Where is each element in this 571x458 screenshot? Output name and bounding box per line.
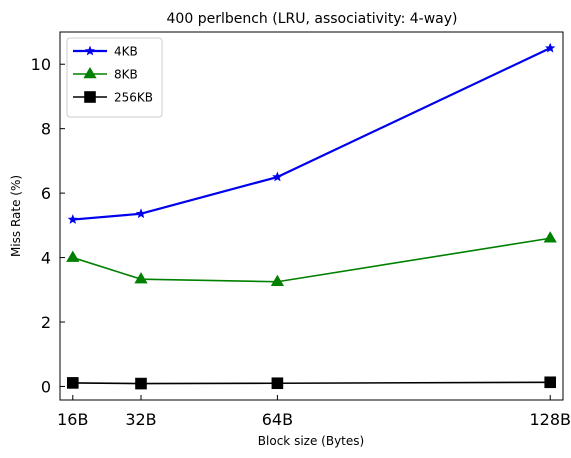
x-tick-label: 16B bbox=[57, 410, 88, 429]
legend-marker-star bbox=[84, 45, 96, 56]
plot-area-frame bbox=[59, 31, 564, 401]
data-point-4kb bbox=[67, 214, 78, 224]
y-tick-label: 10 bbox=[31, 55, 51, 74]
legend-label: 8KB bbox=[114, 68, 138, 82]
legend-marker-triangle bbox=[83, 67, 97, 79]
y-axis-title: Miss Rate (%) bbox=[9, 175, 23, 257]
data-point-256kb bbox=[544, 376, 557, 389]
x-axis-title: Block size (Bytes) bbox=[258, 434, 364, 448]
data-point-4kb bbox=[272, 171, 283, 182]
data-point-8kb bbox=[66, 250, 80, 262]
data-point-8kb bbox=[270, 274, 285, 287]
series-8kb bbox=[66, 231, 557, 287]
series-line-8kb bbox=[72, 237, 551, 283]
legend-item-4kb: 4KB bbox=[73, 45, 138, 59]
data-point-4kb bbox=[545, 42, 556, 53]
series-256kb bbox=[66, 376, 557, 390]
chart-title: 400 perlbench (LRU, associativity: 4-way… bbox=[167, 11, 458, 27]
data-point-256kb bbox=[135, 377, 147, 390]
series-layer bbox=[66, 42, 557, 390]
x-axis: 16B 32B 64B 128B bbox=[57, 395, 571, 429]
legend-item-256kb: 256KB bbox=[73, 91, 153, 105]
y-tick-label: 2 bbox=[41, 313, 51, 332]
series-line-4kb bbox=[72, 47, 551, 221]
series-4kb bbox=[67, 42, 556, 224]
x-tick-label: 32B bbox=[125, 410, 156, 429]
data-point-8kb bbox=[134, 272, 148, 284]
x-tick-label: 64B bbox=[262, 410, 293, 429]
y-tick-label: 0 bbox=[41, 377, 51, 396]
data-point-256kb bbox=[271, 377, 284, 390]
legend-label: 4KB bbox=[114, 45, 138, 59]
y-tick-label: 8 bbox=[41, 120, 51, 139]
y-tick-label: 6 bbox=[41, 184, 51, 203]
data-point-256kb bbox=[66, 377, 79, 389]
data-point-4kb bbox=[135, 208, 147, 219]
legend-marker-square bbox=[84, 91, 96, 103]
legend: 4KB 8KB 256KB bbox=[66, 37, 163, 118]
legend-item-8kb: 8KB bbox=[73, 67, 138, 82]
x-tick-label: 128B bbox=[529, 410, 571, 429]
series-line-256kb bbox=[72, 381, 551, 385]
y-tick-label: 4 bbox=[41, 249, 51, 268]
y-axis: 0 2 4 6 8 10 bbox=[31, 55, 65, 396]
data-point-8kb bbox=[543, 231, 557, 243]
legend-label: 256KB bbox=[114, 91, 153, 105]
